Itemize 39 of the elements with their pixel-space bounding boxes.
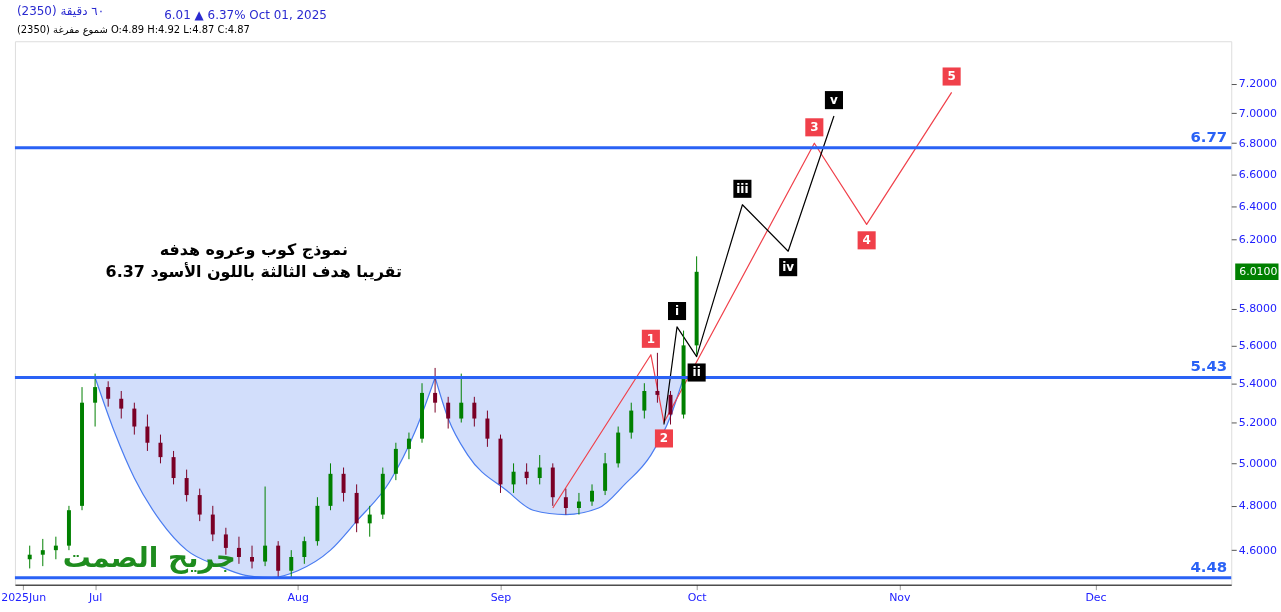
annotation: i	[674, 304, 680, 318]
y-tick-label: 7.0000	[1238, 106, 1278, 120]
x-tick-label: 2025Jun	[1, 591, 47, 605]
annotation: 4	[862, 233, 871, 248]
annotation: 3	[810, 120, 819, 135]
x-tick-label: Nov	[889, 591, 912, 605]
annotation: 5	[947, 69, 956, 84]
annotation: 1	[646, 331, 656, 346]
annotation: iii	[736, 181, 749, 196]
y-tick-label: 4.6000	[1238, 543, 1278, 557]
text: 6.01 ▲ 6.37% Oct 01, 2025	[164, 8, 327, 23]
ref-line-label: 6.77	[1190, 127, 1228, 146]
chart-subtitle: (2350) شموع مفرغة O:4.89 H:4.92 L:4.87 C:4.87	[16, 24, 250, 37]
y-tick-label: 5.4000	[1238, 376, 1278, 390]
annotation: نموذج كوب وعروه هدفه	[159, 240, 348, 260]
y-tick-label: 5.2000	[1238, 416, 1278, 430]
y-tick-label: 6.8000	[1238, 136, 1278, 150]
y-tick-label: 5.6000	[1238, 338, 1278, 352]
x-tick-label: Dec	[1085, 591, 1107, 605]
x-tick-label: Sep	[490, 591, 512, 605]
x-tick-label: Aug	[287, 591, 309, 605]
y-tick-label: 7.2000	[1238, 77, 1278, 91]
annotation: v	[830, 93, 839, 108]
ref-line-label: 5.43	[1190, 357, 1228, 376]
annotation: iv	[782, 260, 795, 275]
annotation: ii	[692, 365, 701, 380]
annotation: 6.37 تقريبا هدف الثالثة باللون الأسود	[105, 262, 403, 282]
y-tick-label: 5.0000	[1238, 456, 1278, 470]
x-tick-label: Oct	[687, 591, 708, 605]
annotation: 2	[659, 431, 669, 446]
y-tick-label: 5.8000	[1238, 302, 1278, 316]
y-tick-label: 6.2000	[1238, 232, 1278, 246]
y-tick-label: 4.8000	[1238, 499, 1278, 513]
ref-line-label: 4.48	[1190, 557, 1228, 576]
y-tick-label: 6.4000	[1238, 199, 1278, 213]
chart-title: (2350) ٦٠ دقيقة	[16, 4, 105, 19]
x-tick-label: Jul	[88, 591, 103, 605]
text: 6.0100	[1239, 264, 1278, 278]
y-tick-label: 6.6000	[1238, 167, 1278, 181]
